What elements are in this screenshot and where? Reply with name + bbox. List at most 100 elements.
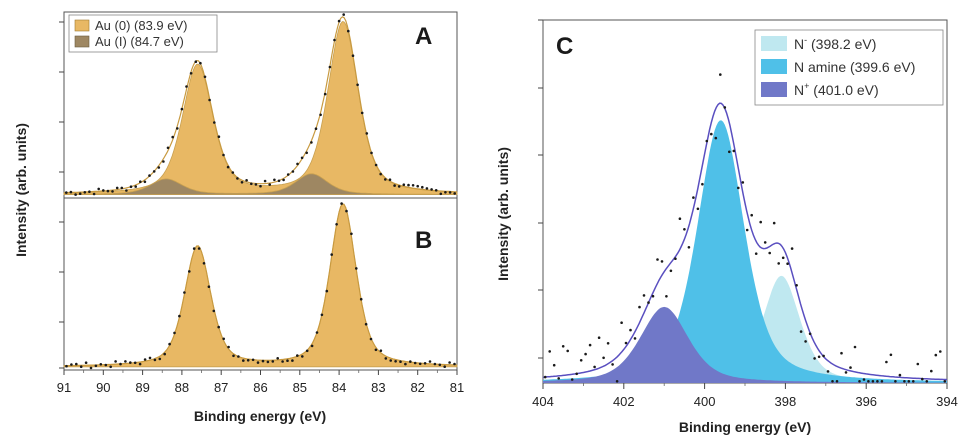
data-point [448, 361, 451, 364]
data-point [222, 337, 225, 341]
data-point [84, 361, 88, 365]
data-point [723, 106, 727, 109]
data-point [898, 373, 902, 377]
data-point [889, 353, 893, 357]
data-point [286, 173, 290, 176]
data-point [669, 269, 673, 273]
data-point [129, 361, 132, 364]
data-point [781, 256, 785, 260]
data-point [894, 380, 897, 383]
data-point [404, 362, 407, 366]
data-point [370, 151, 373, 155]
legend-box-a [68, 14, 218, 53]
panel-c-plot [542, 73, 948, 384]
data-point [384, 357, 388, 360]
data-point [434, 189, 438, 192]
data-point [246, 359, 250, 362]
data-point [315, 331, 319, 334]
data-point [867, 380, 870, 383]
data-point [168, 342, 171, 346]
data-point [413, 361, 417, 365]
data-point [453, 192, 457, 195]
data-point [557, 377, 560, 380]
data-point [143, 358, 147, 361]
data-point [849, 366, 852, 369]
data-point [171, 135, 174, 139]
data-point [320, 313, 324, 317]
data-point [139, 180, 142, 183]
x-tick-label: 394 [936, 394, 958, 409]
data-point [148, 356, 152, 360]
data-point [388, 178, 392, 181]
data-point [433, 362, 437, 366]
data-point [754, 252, 758, 255]
data-point [263, 179, 267, 183]
panel-b-series-0-area [63, 203, 458, 368]
data-point [934, 353, 938, 357]
data-point [606, 342, 610, 345]
x-tick-label: 396 [855, 394, 877, 409]
data-point [921, 377, 924, 381]
data-point [763, 241, 767, 244]
data-point [162, 160, 165, 163]
data-point [197, 247, 201, 250]
data-point [180, 107, 184, 111]
data-point [296, 162, 299, 166]
data-point [291, 170, 295, 173]
data-point [425, 187, 429, 190]
data-point [319, 113, 322, 117]
legend-swatch-au0 [74, 19, 90, 32]
data-point [624, 341, 628, 345]
data-point [831, 380, 834, 383]
data-point [579, 359, 583, 362]
data-point [273, 178, 276, 182]
data-point [78, 192, 82, 195]
left-y-ticks [59, 21, 64, 369]
data-point [340, 202, 343, 205]
data-point [301, 355, 304, 358]
panel-a-label: A [415, 23, 432, 50]
data-point [642, 294, 646, 297]
data-point [808, 332, 812, 336]
data-point [566, 349, 569, 353]
data-point [438, 363, 442, 367]
data-point [310, 141, 313, 144]
data-point [232, 354, 235, 358]
data-point [236, 177, 239, 180]
data-point [822, 354, 825, 358]
data-point [584, 352, 587, 356]
data-point [656, 258, 659, 261]
data-point [106, 189, 110, 193]
data-point [134, 185, 137, 188]
data-point [660, 260, 664, 263]
legend-label-n-minus: N- (398.2 eV) [794, 35, 876, 52]
data-point [840, 351, 843, 355]
data-point [79, 365, 83, 369]
data-point [114, 360, 117, 363]
data-point [772, 221, 776, 225]
x-tick-label: 404 [532, 394, 554, 409]
data-point [102, 189, 105, 192]
data-point [804, 340, 807, 343]
data-point [858, 380, 861, 383]
data-point [125, 189, 128, 192]
x-tick-label: 85 [293, 380, 307, 395]
data-point [369, 337, 373, 341]
data-point [389, 359, 393, 362]
data-point [328, 65, 332, 69]
data-point [548, 350, 551, 353]
data-point [817, 355, 821, 359]
data-point [119, 362, 122, 366]
data-point [912, 380, 915, 383]
data-point [647, 301, 650, 304]
data-point [120, 186, 124, 190]
data-point [844, 371, 848, 374]
data-point [300, 156, 304, 160]
data-point [907, 380, 911, 383]
data-point [325, 289, 329, 293]
panel-b: B [63, 197, 458, 371]
data-point [74, 193, 77, 196]
data-point [261, 359, 265, 363]
data-point [83, 191, 87, 194]
data-point [189, 72, 193, 75]
